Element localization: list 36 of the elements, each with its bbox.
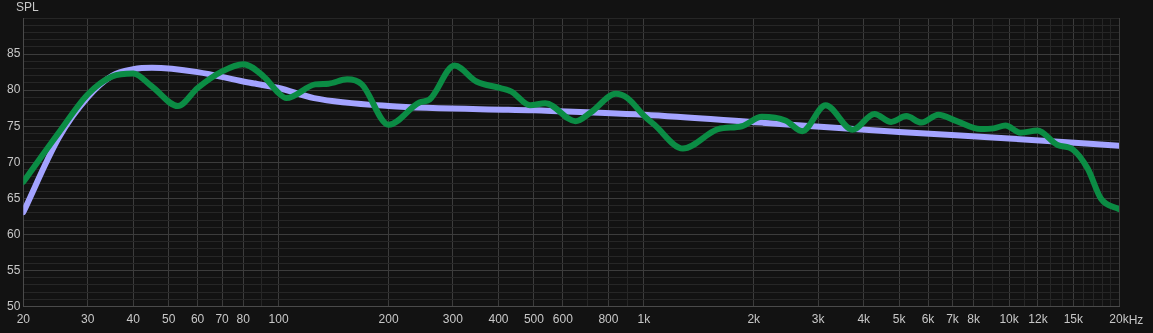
- x-axis-title: Hz: [1128, 312, 1144, 327]
- x-tick-label: 200: [378, 312, 399, 327]
- x-tick-label: 50: [162, 312, 176, 327]
- x-tick-label: 70: [215, 312, 230, 327]
- x-tick-label: 12k: [1028, 312, 1049, 327]
- y-tick-label: 60: [6, 226, 21, 241]
- x-tick-label: 2k: [747, 312, 762, 327]
- x-tick-label: 40: [126, 312, 141, 327]
- y-tick-label: 50: [6, 298, 21, 313]
- x-tick-label: 400: [488, 312, 509, 327]
- y-tick-label: 70: [6, 154, 21, 169]
- y-tick-label: 65: [6, 190, 21, 205]
- x-tick-label: 20k: [1109, 312, 1130, 327]
- y-tick-label: 85: [6, 46, 21, 61]
- x-tick-label: 8k: [967, 312, 981, 327]
- y-tick-label: 55: [6, 262, 21, 277]
- x-tick-label: 60: [190, 312, 205, 327]
- x-tick-label: 7k: [946, 312, 960, 327]
- x-tick-label: 100: [268, 312, 289, 327]
- x-tick-label: 800: [598, 312, 619, 327]
- x-tick-label: 3k: [811, 312, 826, 327]
- x-tick-label: 10k: [999, 312, 1020, 327]
- x-tick-label: 20: [16, 312, 31, 327]
- x-tick-label: 30: [80, 312, 95, 327]
- y-tick-label: 80: [6, 82, 21, 97]
- x-tick-label: 300: [442, 312, 464, 327]
- x-tick-label: 5k: [892, 312, 907, 327]
- x-tick-label: 6k: [921, 312, 936, 327]
- y-axis-title: SPL: [16, 0, 40, 15]
- x-tick-label: 1k: [637, 312, 652, 327]
- x-tick-label: 600: [552, 312, 574, 327]
- y-tick-label: 75: [6, 118, 21, 133]
- x-tick-label: 500: [523, 312, 545, 327]
- x-tick-label: 80: [236, 312, 251, 327]
- x-tick-label: 4k: [857, 312, 872, 327]
- x-tick-label: 15k: [1063, 312, 1085, 327]
